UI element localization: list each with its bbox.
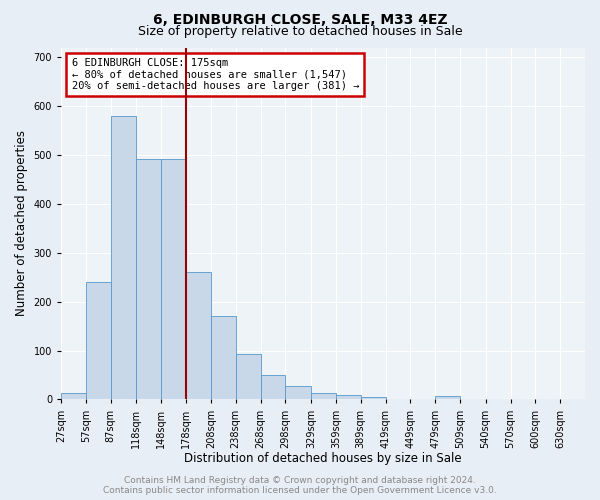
Bar: [236, 354, 260, 400]
Bar: [336, 394, 361, 400]
Y-axis label: Number of detached properties: Number of detached properties: [15, 130, 28, 316]
Bar: [286, 386, 311, 400]
Bar: [111, 116, 136, 400]
Bar: [435, 396, 460, 400]
Bar: [311, 393, 336, 400]
Bar: [186, 272, 211, 400]
Bar: [361, 397, 386, 400]
Text: 6, EDINBURGH CLOSE, SALE, M33 4EZ: 6, EDINBURGH CLOSE, SALE, M33 4EZ: [152, 12, 448, 26]
Bar: [86, 282, 111, 400]
Bar: [61, 393, 86, 400]
Bar: [161, 159, 186, 400]
Text: Size of property relative to detached houses in Sale: Size of property relative to detached ho…: [137, 25, 463, 38]
X-axis label: Distribution of detached houses by size in Sale: Distribution of detached houses by size …: [184, 452, 462, 465]
Bar: [136, 159, 161, 400]
Text: 6 EDINBURGH CLOSE: 175sqm
← 80% of detached houses are smaller (1,547)
20% of se: 6 EDINBURGH CLOSE: 175sqm ← 80% of detac…: [71, 58, 359, 92]
Text: Contains HM Land Registry data © Crown copyright and database right 2024.
Contai: Contains HM Land Registry data © Crown c…: [103, 476, 497, 495]
Bar: [211, 316, 236, 400]
Bar: [260, 375, 286, 400]
